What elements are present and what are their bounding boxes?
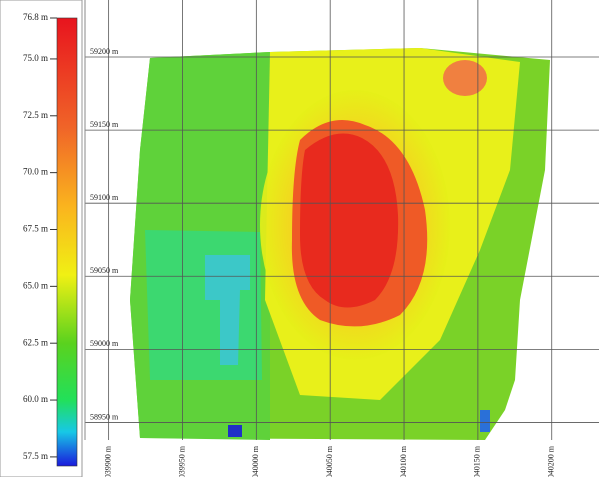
x-tick-label: 1040200 m xyxy=(547,445,556,477)
terrain xyxy=(130,48,550,440)
terrain-low xyxy=(145,230,262,380)
colorbar-label: 60.0 m xyxy=(23,394,48,404)
pond-east xyxy=(480,410,490,432)
x-tick-label: 1040050 m xyxy=(325,445,334,477)
colorbar-label: 57.5 m xyxy=(23,451,48,461)
y-tick-label: 59000 m xyxy=(90,339,119,348)
elevation-map-view: 76.8 m 75.0 m 72.5 m 70.0 m 67.5 m 65.0 m 62.5… xyxy=(0,0,599,477)
colorbar-label: 62.5 m xyxy=(23,337,48,347)
y-tick-label: 59050 m xyxy=(90,266,119,275)
y-tick-label: 59150 m xyxy=(90,120,119,129)
x-tick-label: 1039950 m xyxy=(177,445,186,477)
x-tick-label: 1040150 m xyxy=(473,445,482,477)
x-tick-label: 1040100 m xyxy=(399,445,408,477)
colorbar xyxy=(57,18,77,466)
y-tick-label: 58950 m xyxy=(90,412,119,421)
stockpile xyxy=(443,60,487,96)
y-tick-label: 59100 m xyxy=(90,193,119,202)
colorbar-label: 72.5 m xyxy=(23,110,48,120)
page: 76.8 m 75.0 m 72.5 m 70.0 m 67.5 m 65.0 m 62.5… xyxy=(0,0,599,477)
mound-top xyxy=(300,134,398,308)
pond xyxy=(228,425,242,437)
x-tick-label: 1039900 m xyxy=(103,445,112,477)
colorbar-label: 70.0 m xyxy=(23,167,48,177)
y-tick-label: 59200 m xyxy=(90,47,119,56)
colorbar-label: 76.8 m xyxy=(23,12,48,22)
colorbar-label: 75.0 m xyxy=(23,53,48,63)
x-tick-label: 1040000 m xyxy=(251,445,260,477)
colorbar-label: 67.5 m xyxy=(23,224,48,234)
colorbar-label: 65.0 m xyxy=(23,280,48,290)
